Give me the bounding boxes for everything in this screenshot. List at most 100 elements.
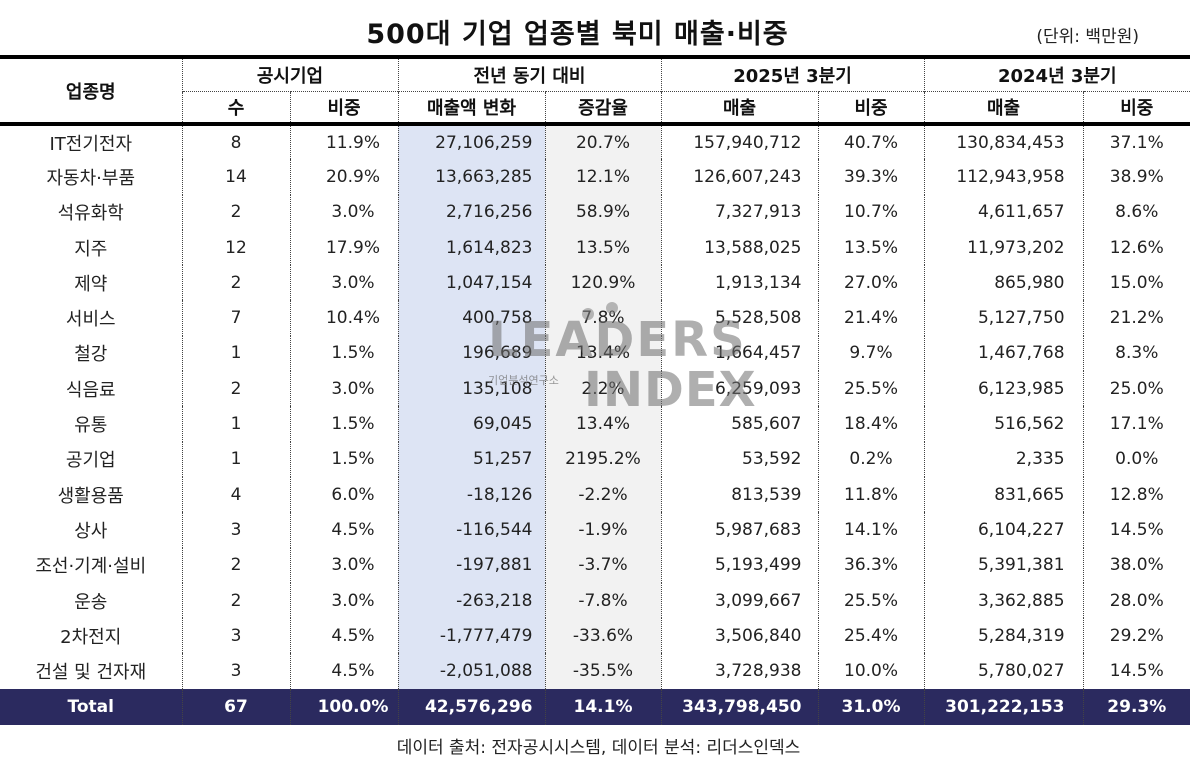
cell-industry: 서비스	[65, 309, 116, 331]
table-row: 식음료 2 3.0% 135,108 2.2% 6,259,093 25.5% 6,123,9…	[0, 371, 1191, 407]
cell-change: 42,576,296	[397, 688, 545, 725]
table-row: 공기업 1 1.5% 51,257 2195.2% 53,592 0.2% 2,335 0.0%	[0, 441, 1191, 477]
cell-rate: -1.9%	[544, 512, 661, 548]
cell-share-2024: 21.2%	[1082, 300, 1191, 336]
cell-rate: -7.8%	[544, 582, 661, 619]
cell-industry: 석유화학	[57, 203, 124, 225]
cell-rate: 20.7%	[544, 124, 661, 160]
cell-rate: 58.9%	[544, 194, 661, 230]
cell-share-2025: 40.7%	[817, 124, 925, 160]
cell-sales-2024: 5,391,381	[923, 547, 1084, 583]
cell-sales-2025: 3,506,840	[660, 618, 818, 654]
cell-share-2025: 25.5%	[817, 371, 925, 407]
cell-change: -18,126	[397, 476, 545, 513]
cell-share: 11.9%	[289, 124, 398, 160]
cell-industry: 유통	[74, 415, 108, 437]
header-change: 매출액 변화	[397, 90, 545, 126]
cell-count: 1	[181, 406, 290, 442]
cell-share-2025: 13.5%	[817, 229, 925, 266]
title-bar: 500대 기업 업종별 북미 매출·비중 (단위: 백만원)	[0, 0, 1197, 56]
cell-share: 20.9%	[289, 159, 398, 195]
cell-sales-2025: 813,539	[660, 476, 818, 513]
cell-rate: 7.8%	[544, 300, 661, 336]
total-row: Total 67 100.0% 42,576,296 14.1% 343,798,450 3…	[0, 688, 1191, 725]
cell-sales-2024: 865,980	[923, 265, 1084, 301]
cell-share-2024: 29.2%	[1082, 618, 1191, 654]
cell-industry: 제약	[74, 273, 108, 295]
cell-share-2024: 38.0%	[1082, 547, 1191, 583]
cell-sales-2025: 5,193,499	[660, 547, 818, 583]
cell-change: 69,045	[397, 406, 545, 442]
cell-share-2024: 14.5%	[1082, 512, 1191, 548]
cell-rate: -33.6%	[544, 618, 661, 654]
cell-sales-2024: 5,127,750	[923, 300, 1084, 336]
table-row: 건설 및 건자재 3 4.5% -2,051,088 -35.5% 3,728,938 10…	[0, 653, 1191, 689]
header-count: 수	[181, 90, 290, 126]
cell-sales-2025: 5,987,683	[660, 512, 818, 548]
cell-count: 7	[181, 300, 290, 336]
cell-sales-2024: 516,562	[923, 406, 1084, 442]
table-row: 지주 12 17.9% 1,614,823 13.5% 13,588,025 13.5% 11…	[0, 229, 1191, 266]
table-row: 상사 3 4.5% -116,544 -1.9% 5,987,683 14.1% 6,104,…	[0, 512, 1191, 548]
cell-industry: 생활용품	[57, 485, 124, 507]
cell-share-2024: 0.0%	[1082, 441, 1191, 477]
cell-sales-2024: 130,834,453	[923, 124, 1084, 160]
table-row: 생활용품 4 6.0% -18,126 -2.2% 813,539 11.8% 831,665…	[0, 476, 1191, 513]
cell-share-2025: 14.1%	[817, 512, 925, 548]
table-row: 2차전지 3 4.5% -1,777,479 -33.6% 3,506,840 25.4% 5…	[0, 618, 1191, 654]
cell-share: 1.5%	[289, 335, 398, 372]
header-row-groups: 업종명 공시기업 전년 동기 대비 2025년 3분기 2024년 3분기	[0, 57, 1191, 126]
cell-count: 8	[181, 124, 290, 160]
cell-share-2025: 10.7%	[817, 194, 925, 230]
header-group-disclosed: 공시기업	[181, 57, 398, 91]
table-row: 자동차·부품 14 20.9% 13,663,285 12.1% 126,607,243 3…	[0, 159, 1191, 195]
cell-share: 6.0%	[289, 476, 398, 513]
cell-change: 51,257	[397, 441, 545, 477]
cell-industry: 철강	[74, 344, 108, 366]
cell-share: 1.5%	[289, 406, 398, 442]
cell-share-2024: 37.1%	[1082, 124, 1191, 160]
cell-change: -2,051,088	[397, 653, 545, 689]
cell-share-2025: 31.0%	[817, 688, 925, 725]
cell-share-2024: 28.0%	[1082, 582, 1191, 619]
table-row: 석유화학 2 3.0% 2,716,256 58.9% 7,327,913 10.7% 4,6…	[0, 194, 1191, 230]
cell-share: 10.4%	[289, 300, 398, 336]
cell-rate: 120.9%	[544, 265, 661, 301]
cell-count: 2	[181, 371, 290, 407]
cell-industry: 건설 및 건자재	[35, 662, 147, 684]
cell-industry: 자동차·부품	[46, 167, 136, 189]
cell-share: 4.5%	[289, 512, 398, 548]
cell-share: 4.5%	[289, 653, 398, 689]
cell-share-2024: 29.3%	[1082, 688, 1191, 725]
cell-share-2025: 25.5%	[817, 582, 925, 619]
cell-count: 3	[181, 618, 290, 654]
cell-share-2025: 25.4%	[817, 618, 925, 654]
cell-change: 196,689	[397, 335, 545, 372]
cell-industry: 상사	[74, 520, 108, 542]
cell-count: 2	[181, 582, 290, 619]
cell-industry: 운송	[74, 591, 108, 613]
cell-sales-2025: 157,940,712	[660, 124, 818, 160]
cell-sales-2024: 3,362,885	[923, 582, 1084, 619]
header-group-2024q3: 2024년 3분기	[923, 57, 1191, 91]
header-industry: 업종명	[0, 57, 182, 126]
header-share: 비중	[289, 90, 398, 126]
cell-sales-2025: 585,607	[660, 406, 818, 442]
cell-change: -263,218	[397, 582, 545, 619]
cell-industry: 2차전지	[60, 626, 122, 648]
cell-sales-2024: 112,943,958	[923, 159, 1084, 195]
table-row: 유통 1 1.5% 69,045 13.4% 585,607 18.4% 516,562 17.…	[0, 406, 1191, 442]
cell-change: 27,106,259	[397, 124, 545, 160]
cell-sales-2025: 7,327,913	[660, 194, 818, 230]
cell-share-2024: 8.3%	[1082, 335, 1191, 372]
table-row: 조선·기계·설비 2 3.0% -197,881 -3.7% 5,193,499 36.3%…	[0, 547, 1191, 583]
table-row: 서비스 7 10.4% 400,758 7.8% 5,528,508 21.4% 5,127,…	[0, 300, 1191, 336]
cell-share-2025: 36.3%	[817, 547, 925, 583]
cell-sales-2025: 1,664,457	[660, 335, 818, 372]
cell-rate: 2195.2%	[544, 441, 661, 477]
cell-count: 12	[181, 229, 290, 266]
cell-sales-2025: 1,913,134	[660, 265, 818, 301]
table-body: IT전기전자 8 11.9% 27,106,259 20.7% 157,940,712 40…	[0, 124, 1191, 725]
source-footer: 데이터 출처: 전자공시시스템, 데이터 분석: 리더스인덱스	[396, 738, 801, 758]
cell-count: 2	[181, 194, 290, 230]
